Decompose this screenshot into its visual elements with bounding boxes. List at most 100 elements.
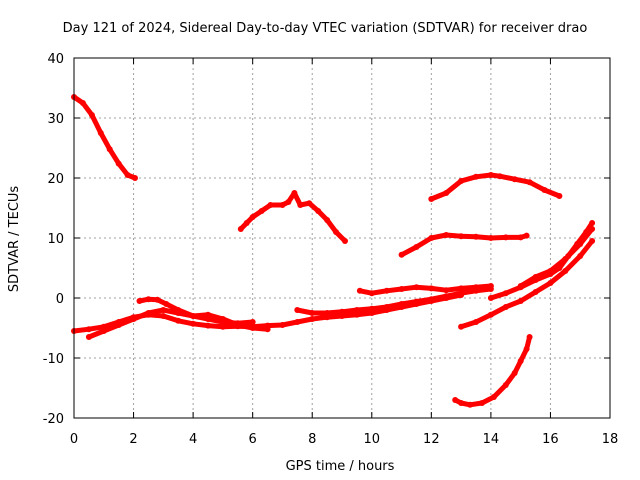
data-point: [487, 311, 494, 318]
x-tick-label: 14: [483, 432, 500, 447]
data-point: [487, 172, 494, 178]
data-point: [428, 285, 435, 292]
data-point: [279, 322, 286, 328]
series-line: [357, 283, 494, 296]
data-point: [339, 308, 345, 315]
series-arc-13: [517, 226, 596, 289]
data-point: [428, 296, 435, 303]
data-point: [175, 317, 182, 324]
data-point: [264, 326, 271, 333]
data-point: [473, 284, 479, 291]
x-tick-label: 8: [308, 432, 316, 447]
data-point: [502, 382, 509, 388]
data-point: [458, 285, 465, 292]
data-point: [458, 323, 465, 330]
data-point: [85, 326, 92, 333]
data-point: [115, 322, 122, 328]
data-point: [467, 401, 473, 408]
data-point: [353, 311, 360, 318]
series-arc-8: [294, 286, 494, 316]
y-tick-label: 20: [47, 172, 64, 187]
data-point: [160, 313, 167, 319]
y-tick-label: 40: [47, 52, 64, 67]
series-arc-4: [398, 232, 530, 258]
data-point: [175, 310, 182, 316]
data-point: [490, 394, 497, 400]
data-point: [517, 283, 524, 289]
data-point: [342, 238, 348, 244]
x-axis-title: GPS time / hours: [286, 459, 395, 474]
data-point: [291, 190, 298, 196]
data-point: [309, 310, 316, 316]
data-point: [443, 232, 450, 238]
data-point: [219, 316, 226, 322]
data-point: [502, 234, 509, 241]
data-point: [517, 234, 524, 241]
data-point: [368, 305, 375, 312]
y-tick-label: -20: [43, 412, 64, 427]
data-point: [279, 202, 286, 208]
data-point: [532, 289, 539, 295]
data-point: [306, 200, 313, 207]
series-arc-11: [458, 238, 596, 330]
data-point: [589, 226, 596, 232]
x-tick-label: 12: [423, 432, 440, 447]
y-tick-label: 30: [47, 112, 64, 127]
data-point: [458, 178, 465, 184]
data-point: [190, 320, 197, 327]
data-point: [413, 298, 420, 305]
data-point: [589, 220, 596, 226]
data-point: [517, 358, 524, 364]
series-line: [458, 238, 595, 330]
data-point: [130, 316, 137, 322]
x-tick-label: 2: [129, 432, 137, 447]
data-point: [368, 290, 375, 297]
data-point: [249, 319, 256, 325]
data-point: [219, 323, 226, 330]
data-point: [526, 334, 533, 340]
data-point: [132, 175, 138, 181]
data-point: [511, 370, 518, 376]
data-point: [398, 286, 405, 292]
data-point: [523, 232, 530, 239]
data-point: [100, 328, 107, 334]
series-arc-10: [452, 334, 533, 408]
data-point: [97, 130, 104, 136]
x-tick-label: 18: [602, 432, 619, 447]
data-point: [413, 284, 420, 291]
data-point: [556, 193, 563, 199]
series-line: [238, 190, 348, 244]
data-point: [526, 179, 533, 186]
data-point: [249, 325, 256, 331]
data-point: [237, 226, 244, 232]
data-point: [294, 307, 301, 313]
data-point: [297, 202, 304, 208]
data-point: [85, 334, 92, 340]
data-point: [324, 310, 331, 316]
series-line: [428, 172, 562, 202]
data-point: [398, 251, 405, 258]
data-point: [452, 397, 459, 403]
data-point: [473, 233, 479, 240]
data-point: [532, 274, 539, 280]
data-point: [458, 290, 465, 297]
data-point: [285, 199, 292, 205]
data-point: [324, 217, 331, 223]
data-point: [523, 346, 530, 352]
data-point: [398, 301, 405, 307]
data-point: [443, 293, 450, 300]
data-point: [324, 314, 331, 321]
data-point: [479, 400, 485, 406]
data-point: [496, 173, 503, 180]
data-point: [502, 290, 509, 297]
data-point: [79, 100, 86, 106]
y-tick-label: -10: [43, 352, 64, 367]
data-point: [124, 172, 131, 178]
data-point: [333, 229, 339, 235]
y-tick-label: 0: [56, 292, 64, 307]
data-point: [562, 256, 569, 262]
data-point: [249, 214, 256, 220]
data-point: [234, 322, 241, 328]
data-point: [383, 287, 390, 294]
data-point: [487, 283, 494, 289]
